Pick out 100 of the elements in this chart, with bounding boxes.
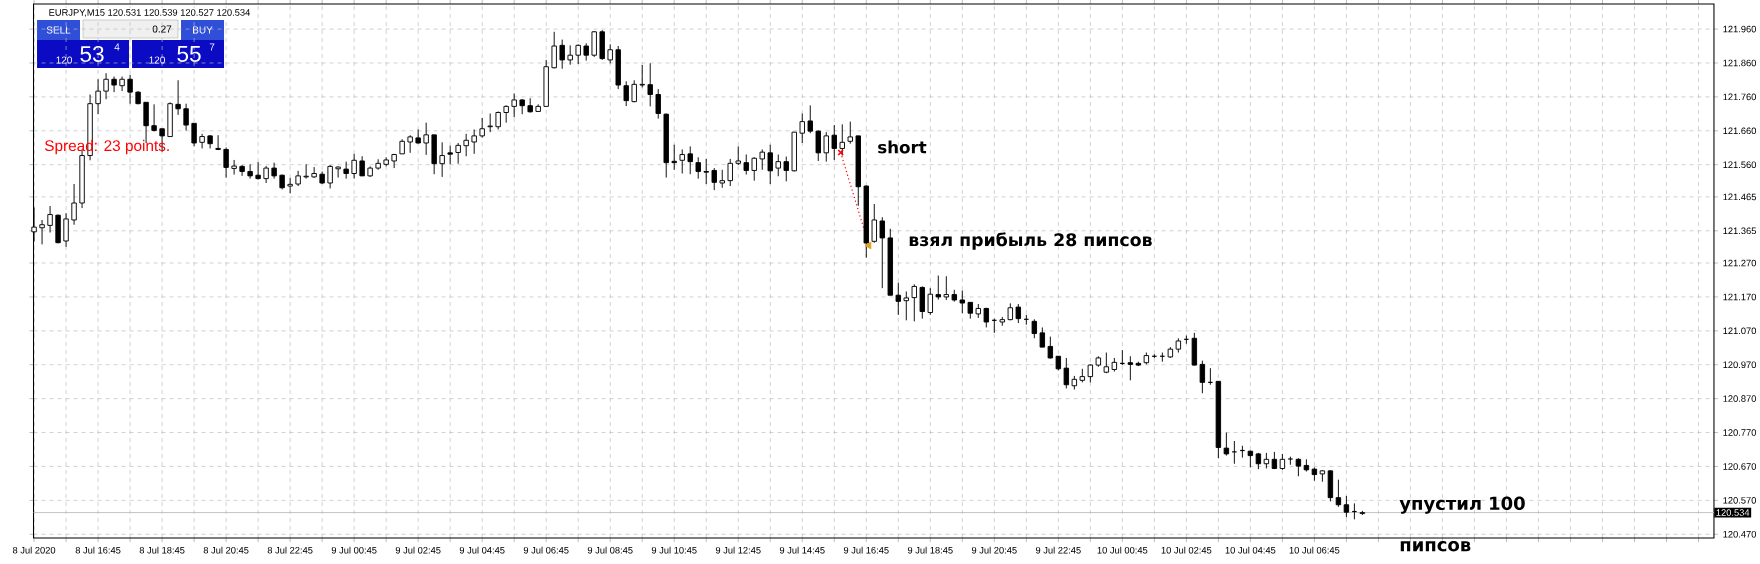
candlestick bbox=[1047, 336, 1054, 360]
annotation: 7 bbox=[209, 43, 215, 51]
candlestick bbox=[807, 104, 813, 134]
x-tick-label: 8 Jul 20:45 bbox=[203, 546, 249, 554]
x-tick-label: 9 Jul 16:45 bbox=[843, 546, 889, 554]
annotation: 53 bbox=[80, 45, 104, 63]
x-tick-label: 8 Jul 22:45 bbox=[267, 546, 313, 554]
x-tick-label: 9 Jul 04:45 bbox=[459, 546, 505, 554]
x-tick-label: 9 Jul 02:45 bbox=[395, 546, 441, 554]
candlestick bbox=[927, 287, 933, 316]
candlestick bbox=[311, 166, 317, 179]
candlestick bbox=[463, 133, 469, 157]
candlestick bbox=[591, 30, 597, 58]
candlestick bbox=[455, 142, 461, 165]
x-tick-label: 9 Jul 20:45 bbox=[971, 546, 1017, 554]
x-tick-label: 8 Jul 16:45 bbox=[75, 546, 121, 554]
y-tick-label: 121.660 bbox=[1723, 127, 1757, 135]
candlestick bbox=[1343, 495, 1350, 518]
candlestick bbox=[183, 103, 189, 131]
candlestick bbox=[335, 165, 341, 179]
x-tick-label: 10 Jul 00:45 bbox=[1097, 546, 1148, 554]
candlestick bbox=[775, 154, 781, 177]
candlestick bbox=[1223, 432, 1230, 457]
x-tick-label: 10 Jul 04:45 bbox=[1225, 546, 1276, 554]
x-tick-label: 9 Jul 10:45 bbox=[651, 546, 697, 554]
candlestick bbox=[1151, 353, 1158, 359]
candlestick bbox=[551, 31, 557, 69]
candlestick bbox=[703, 158, 709, 185]
candlestick bbox=[679, 148, 685, 174]
candlestick bbox=[255, 161, 261, 181]
candlestick bbox=[575, 43, 581, 65]
candlestick bbox=[751, 156, 757, 182]
y-tick-label: 121.270 bbox=[1723, 259, 1757, 267]
candlestick bbox=[127, 74, 133, 105]
candlestick bbox=[359, 155, 365, 177]
candlestick bbox=[871, 203, 877, 244]
y-tick-label: 120.570 bbox=[1723, 497, 1757, 504]
candlestick bbox=[767, 144, 773, 185]
candlestick bbox=[1015, 303, 1022, 324]
candlestick bbox=[903, 291, 909, 321]
candlestick bbox=[735, 145, 741, 166]
candlestick bbox=[231, 159, 237, 175]
candlestick bbox=[175, 79, 181, 116]
y-tick-label: 121.070 bbox=[1723, 327, 1757, 335]
y-tick-label: 120.770 bbox=[1723, 429, 1757, 436]
y-tick-label: 121.365 bbox=[1723, 227, 1756, 235]
candlestick bbox=[1031, 318, 1038, 339]
annotation: SELL bbox=[46, 26, 71, 34]
candlestick bbox=[47, 205, 53, 233]
ref-line-label: 120.534 bbox=[1716, 509, 1750, 516]
candlestick bbox=[991, 318, 998, 334]
y-tick-label: 120.870 bbox=[1723, 395, 1757, 402]
candlestick bbox=[511, 93, 517, 118]
candlestick bbox=[823, 131, 829, 163]
candlestick bbox=[63, 212, 69, 248]
candlestick bbox=[935, 275, 941, 301]
x-tick-label: 9 Jul 14:45 bbox=[779, 546, 825, 554]
candlestick bbox=[847, 121, 853, 145]
candlestick bbox=[343, 161, 349, 180]
annotation: 55 bbox=[177, 46, 201, 62]
y-tick-label: 121.860 bbox=[1723, 59, 1757, 67]
candlestick bbox=[247, 163, 253, 180]
candlestick bbox=[471, 128, 477, 155]
candlestick bbox=[879, 216, 885, 289]
candlestick bbox=[799, 113, 805, 144]
text: упустил 100 пипсов bbox=[1399, 496, 1525, 552]
y-tick-label: 120.970 bbox=[1723, 361, 1757, 369]
candlestick bbox=[447, 145, 453, 165]
candlestick bbox=[1039, 326, 1046, 348]
x-tick-label: 8 Jul 18:45 bbox=[139, 546, 185, 554]
x-tick-label: 9 Jul 18:45 bbox=[907, 546, 953, 554]
x-tick-label: 10 Jul 02:45 bbox=[1161, 546, 1212, 554]
candlestick bbox=[439, 141, 445, 178]
candlestick bbox=[487, 113, 493, 133]
candlestick bbox=[39, 219, 45, 245]
y-tick-label: 120.670 bbox=[1723, 463, 1757, 470]
candlestick bbox=[151, 103, 157, 132]
annotation: BUY bbox=[193, 26, 213, 34]
candlestick bbox=[647, 62, 653, 107]
x-tick-label: 9 Jul 06:45 bbox=[523, 546, 569, 554]
x-tick-label: 8 Jul 2020 bbox=[12, 546, 56, 554]
candlestick bbox=[815, 129, 821, 162]
candlestick bbox=[1199, 360, 1206, 394]
candlestick bbox=[103, 72, 109, 100]
annotation: 120 bbox=[149, 56, 165, 64]
candlestick bbox=[1023, 314, 1030, 326]
candlestick bbox=[1239, 445, 1246, 459]
candlestick bbox=[479, 117, 485, 139]
candlestick bbox=[911, 283, 917, 322]
candlestick bbox=[1119, 349, 1126, 366]
y-tick-label: 121.760 bbox=[1723, 93, 1757, 101]
candlestick bbox=[239, 164, 245, 177]
candlestick bbox=[375, 158, 381, 171]
candlestick bbox=[1351, 502, 1358, 520]
x-tick-label: 9 Jul 22:45 bbox=[1035, 546, 1081, 554]
candlestick bbox=[759, 148, 765, 171]
candlestick bbox=[695, 156, 701, 180]
annotation: short bbox=[878, 140, 927, 154]
candlestick bbox=[327, 164, 333, 189]
candlestick bbox=[223, 146, 229, 179]
